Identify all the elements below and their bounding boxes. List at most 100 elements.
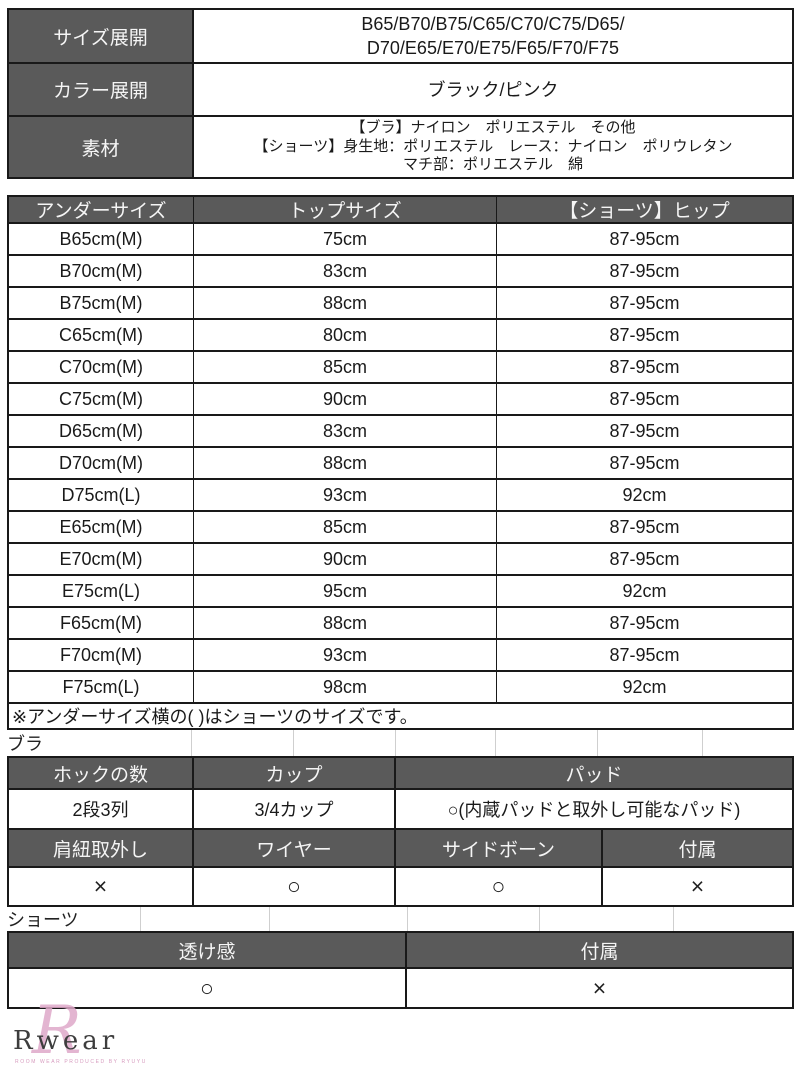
cell-top: 85cm (194, 512, 497, 542)
bra-value-row-1: 2段3列 3/4カップ ○(内蔵パッドと取外し可能なパッド) (9, 790, 792, 830)
brand-name: Rwear (13, 1026, 119, 1056)
cell-hip: 92cm (622, 580, 667, 601)
cell-under: E65cm(M) (9, 512, 194, 542)
col-header-shorts-hip: 【ショーツ】ヒップ (559, 201, 730, 222)
table-row: E75cm(L) 95cm 92cm (9, 576, 792, 608)
cell-under: D75cm(L) (9, 480, 194, 510)
cell-top: 95cm (194, 576, 497, 606)
cell-under: D65cm(M) (9, 416, 194, 446)
table-row: C70cm(M) 85cm 87-95cm (9, 352, 792, 384)
cell-under: C70cm(M) (9, 352, 194, 382)
bra-section-label: ブラ (7, 730, 794, 756)
size-range-value: B65/B70/B75/C65/C70/C75/D65/ D70/E65/E70… (361, 14, 625, 58)
shorts-header-row: 透け感 付属 (9, 933, 792, 969)
cell-under: E75cm(L) (9, 576, 194, 606)
size-table-body: B65cm(M) 75cm 87-95cm B70cm(M) 83cm 87-95cm … (9, 224, 792, 702)
cell-hip: 87-95cm (609, 324, 680, 345)
cell-under: E70cm(M) (9, 544, 194, 574)
cell-under: C65cm(M) (9, 320, 194, 350)
size-note: ※アンダーサイズ横の( )はショーツのサイズです。 (7, 704, 794, 730)
cell-hip: 92cm (622, 484, 667, 505)
material-value: 【ブラ】ナイロン ポリエステル その他 【ショーツ】身生地：ポリエステル レース… (253, 119, 733, 174)
cell-top: 88cm (194, 288, 497, 318)
cell-top: 98cm (194, 672, 497, 702)
table-row: F65cm(M) 88cm 87-95cm (9, 608, 792, 640)
col-header-top-size: トップサイズ (194, 197, 497, 222)
shorts-section-label: ショーツ (7, 907, 794, 931)
table-row: C65cm(M) 80cm 87-95cm (9, 320, 792, 352)
cell-hip: 87-95cm (609, 292, 680, 313)
value-hook-count: 2段3列 (9, 790, 194, 828)
cell-hip: 87-95cm (609, 260, 680, 281)
cell-hip: 87-95cm (609, 644, 680, 665)
info-row-material: 素材 【ブラ】ナイロン ポリエステル その他 【ショーツ】身生地：ポリエステル … (9, 117, 792, 177)
value-strap-removable: × (9, 868, 194, 905)
table-row: D75cm(L) 93cm 92cm (9, 480, 792, 512)
bra-spec-table: ホックの数 カップ パッド 2段3列 3/4カップ ○(内蔵パッドと取外し可能な… (7, 756, 794, 907)
cell-under: F75cm(L) (9, 672, 194, 702)
header-accessory: 付属 (678, 839, 717, 861)
cell-under: D70cm(M) (9, 448, 194, 478)
table-row: E65cm(M) 85cm 87-95cm (9, 512, 792, 544)
shorts-spec-table: 透け感 付属 ○ × (7, 931, 794, 1009)
cell-under: B70cm(M) (9, 256, 194, 286)
value-pad: ○(内蔵パッドと取外し可能なパッド) (447, 800, 741, 820)
cell-under: B75cm(M) (9, 288, 194, 318)
cell-top: 75cm (194, 224, 497, 254)
header-strap-removable: 肩紐取外し (9, 830, 194, 866)
table-row: F70cm(M) 93cm 87-95cm (9, 640, 792, 672)
bra-value-row-2: × ○ ○ × (9, 868, 792, 905)
material-label: 素材 (9, 117, 194, 177)
value-sheerness: ○ (9, 969, 407, 1007)
cell-top: 90cm (194, 384, 497, 414)
cell-top: 90cm (194, 544, 497, 574)
cell-top: 88cm (194, 608, 497, 638)
cell-top: 93cm (194, 640, 497, 670)
header-hook-count: ホックの数 (9, 758, 194, 788)
cell-under: C75cm(M) (9, 384, 194, 414)
color-range-value: ブラック/ピンク (427, 79, 559, 100)
bra-header-row-1: ホックの数 カップ パッド (9, 758, 792, 790)
header-side-bone: サイドボーン (396, 830, 603, 866)
cell-top: 88cm (194, 448, 497, 478)
logo-monogram-r: R (32, 992, 82, 1067)
header-wire: ワイヤー (194, 830, 396, 866)
cell-hip: 87-95cm (609, 228, 680, 249)
header-pad: パッド (565, 764, 623, 786)
cell-top: 80cm (194, 320, 497, 350)
cell-under: B65cm(M) (9, 224, 194, 254)
table-row: E70cm(M) 90cm 87-95cm (9, 544, 792, 576)
shorts-value-row: ○ × (9, 969, 792, 1007)
brand-tagline: ROOM WEAR PRODUCED BY RYUYU (15, 1059, 147, 1065)
size-range-label: サイズ展開 (9, 10, 194, 62)
value-shorts-accessory: × (592, 974, 607, 1001)
table-row: D65cm(M) 83cm 87-95cm (9, 416, 792, 448)
table-row: F75cm(L) 98cm 92cm (9, 672, 792, 702)
cell-hip: 87-95cm (609, 548, 680, 569)
table-row: B65cm(M) 75cm 87-95cm (9, 224, 792, 256)
color-range-label: カラー展開 (9, 64, 194, 115)
header-shorts-accessory: 付属 (580, 941, 619, 963)
value-side-bone: ○ (396, 868, 603, 905)
value-cup: 3/4カップ (194, 790, 396, 828)
cell-top: 93cm (194, 480, 497, 510)
header-cup: カップ (194, 758, 396, 788)
cell-top: 83cm (194, 256, 497, 286)
cell-top: 83cm (194, 416, 497, 446)
table-row: B70cm(M) 83cm 87-95cm (9, 256, 792, 288)
cell-hip: 87-95cm (609, 612, 680, 633)
cell-under: F70cm(M) (9, 640, 194, 670)
size-table: アンダーサイズ トップサイズ 【ショーツ】ヒップ B65cm(M) 75cm 87-… (7, 195, 794, 704)
value-wire: ○ (194, 868, 396, 905)
header-sheerness: 透け感 (9, 933, 407, 967)
col-header-under-size: アンダーサイズ (9, 197, 194, 222)
info-row-size: サイズ展開 B65/B70/B75/C65/C70/C75/D65/ D70/E… (9, 10, 792, 64)
cell-hip: 87-95cm (609, 388, 680, 409)
info-row-color: カラー展開 ブラック/ピンク (9, 64, 792, 117)
cell-hip: 87-95cm (609, 452, 680, 473)
cell-under: F65cm(M) (9, 608, 194, 638)
cell-top: 85cm (194, 352, 497, 382)
cell-hip: 92cm (622, 676, 667, 697)
table-row: D70cm(M) 88cm 87-95cm (9, 448, 792, 480)
